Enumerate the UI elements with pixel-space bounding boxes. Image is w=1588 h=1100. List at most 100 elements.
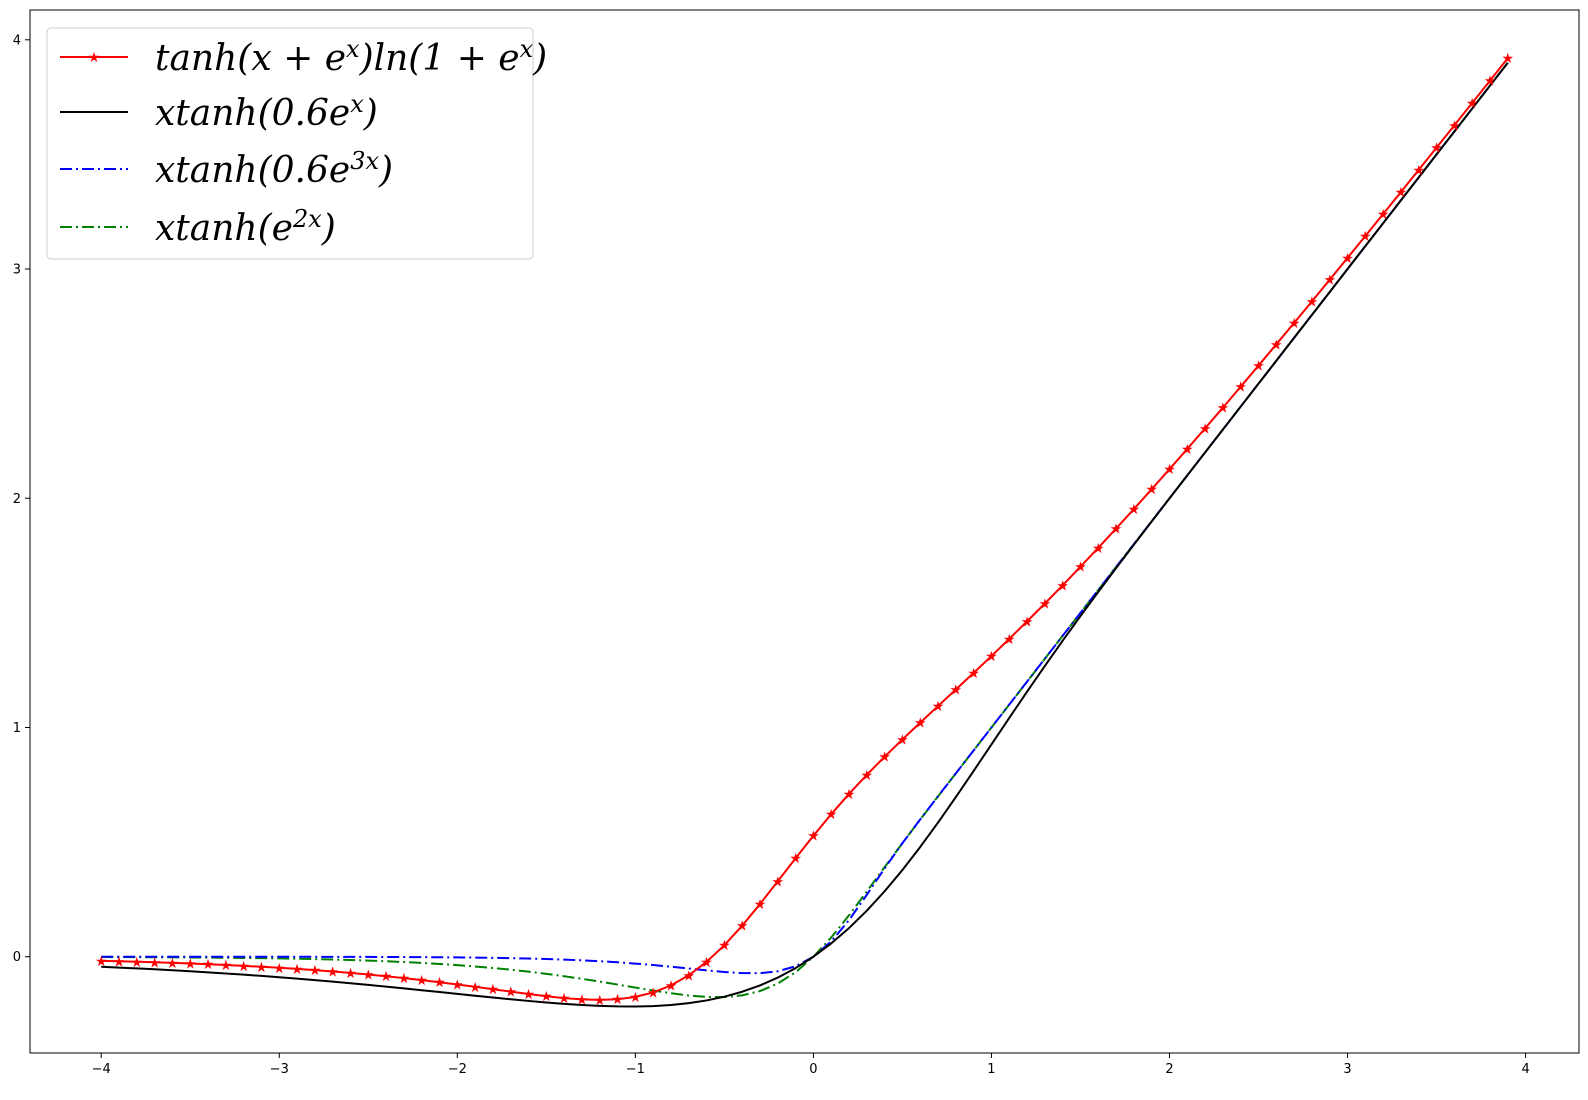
series-1-marker: ★ (540, 989, 553, 1005)
series-1-marker: ★ (1448, 118, 1461, 134)
series-1-marker: ★ (1359, 229, 1372, 245)
x-tick-label: 3 (1343, 1062, 1351, 1077)
series-1-marker: ★ (843, 787, 856, 803)
legend-marker-1: ★ (88, 50, 101, 66)
series-1-marker: ★ (380, 969, 393, 985)
series-1-marker: ★ (220, 958, 233, 974)
legend-label-2: xtanh(0.6ex) (155, 90, 378, 134)
series-1-marker: ★ (665, 978, 678, 994)
series-1-marker: ★ (504, 985, 517, 1001)
series-1-marker: ★ (1003, 632, 1016, 648)
series-1-marker: ★ (487, 982, 500, 998)
tick-layer: −4 −3 −2 −1 0 1 2 3 4 0 1 2 3 4 (13, 33, 1530, 1077)
series-1-marker: ★ (1306, 294, 1319, 310)
series-1-marker: ★ (469, 980, 482, 996)
y-tick-label: 0 (13, 950, 21, 965)
series-1-marker: ★ (985, 649, 998, 665)
series-1-marker: ★ (131, 955, 144, 971)
series-1-marker: ★ (522, 987, 535, 1003)
series-1-marker: ★ (362, 968, 375, 984)
series-1-marker: ★ (202, 957, 215, 973)
series-1-marker: ★ (1163, 462, 1176, 478)
y-tick-label: 3 (13, 263, 21, 278)
plot-frame (29, 9, 1580, 1054)
series-1-marker: ★ (1145, 482, 1158, 498)
series-1-marker: ★ (558, 991, 571, 1007)
series-1-marker: ★ (344, 966, 357, 982)
series-1-marker: ★ (1323, 273, 1336, 289)
series-1-marker: ★ (878, 750, 891, 766)
series-1-marker: ★ (255, 960, 268, 976)
series-1-marker: ★ (914, 716, 927, 732)
legend: ★ tanh(x + ex)ln(1 + ex) xtanh(0.6ex) xt… (46, 27, 547, 260)
series-1-marker: ★ (1412, 163, 1425, 179)
legend-item-4: xtanh(e2x) (60, 205, 336, 249)
series-1-marker: ★ (1430, 141, 1443, 157)
series-1: ★ ★ ★ ★ ★ ★ ★ ★ ★ ★ ★ ★ ★ ★ ★ ★ ★ ★ ★ ★ ★ ★ ★ ★ ★ ★ ★ ★ ★ ★ ★ ★ ★ ★ ★ ★ ★ ★ ★ ★… (95, 51, 1514, 1009)
series-1-marker: ★ (629, 990, 642, 1006)
series-1-marker: ★ (1199, 421, 1212, 437)
series-1-marker: ★ (896, 732, 909, 748)
series-1-marker: ★ (647, 985, 660, 1001)
series-1-marker: ★ (1074, 560, 1087, 576)
series-1-marker: ★ (718, 938, 731, 954)
series-1-marker: ★ (1501, 51, 1514, 67)
series-1-marker: ★ (1181, 442, 1194, 458)
series-1-marker: ★ (1466, 96, 1479, 112)
series-1-marker: ★ (1252, 359, 1265, 375)
series-layer: ★ ★ ★ ★ ★ ★ ★ ★ ★ ★ ★ ★ ★ ★ ★ ★ ★ ★ ★ ★ ★ ★ ★ ★ ★ ★ ★ ★ ★ ★ ★ ★ ★ ★ ★ ★ ★ ★ ★ ★… (95, 51, 1514, 1009)
x-tick-label: 1 (987, 1062, 995, 1077)
series-1-marker: ★ (611, 992, 624, 1008)
series-1-marker: ★ (825, 807, 838, 823)
series-1-marker: ★ (967, 666, 980, 682)
series-1-marker: ★ (1039, 597, 1052, 613)
series-1-marker: ★ (1110, 522, 1123, 538)
y-tick-label: 1 (13, 721, 21, 736)
series-1-marker: ★ (1021, 614, 1034, 630)
series-line-2 (101, 62, 1509, 1008)
series-1-marker: ★ (1395, 185, 1408, 201)
series-1-marker: ★ (861, 768, 874, 784)
legend-label-4: xtanh(e2x) (155, 205, 336, 249)
series-1-marker: ★ (1484, 74, 1497, 90)
series-1-marker: ★ (326, 964, 339, 980)
series-1-marker: ★ (415, 973, 428, 989)
series-1-marker: ★ (1341, 251, 1354, 267)
series-1-marker: ★ (700, 955, 713, 971)
series-1-marker: ★ (1270, 337, 1283, 353)
series-1-marker: ★ (113, 954, 126, 970)
x-tick-label: 4 (1521, 1062, 1529, 1077)
series-1-marker: ★ (576, 992, 589, 1008)
series-1-marker: ★ (451, 977, 464, 993)
x-tick-label: −3 (270, 1062, 289, 1077)
series-2 (101, 62, 1509, 1008)
series-1-marker: ★ (148, 955, 161, 971)
series-1-marker: ★ (682, 968, 695, 984)
series-1-marker: ★ (1217, 401, 1230, 417)
series-1-marker: ★ (754, 897, 767, 913)
series-1-marker: ★ (237, 959, 250, 975)
x-tick-label: −1 (626, 1062, 645, 1077)
series-line-1 (101, 57, 1509, 1001)
legend-label-1: tanh(x + ex)ln(1 + ex) (155, 35, 547, 79)
legend-item-2: xtanh(0.6ex) (60, 90, 378, 134)
y-tick-label: 4 (13, 33, 21, 48)
x-tick-label: 2 (1165, 1062, 1173, 1077)
x-tick-label: 0 (809, 1062, 817, 1077)
series-1-marker: ★ (273, 961, 286, 977)
legend-box (46, 27, 534, 260)
series-1-marker: ★ (184, 957, 197, 973)
series-1-marker: ★ (1092, 541, 1105, 557)
legend-item-1: ★ tanh(x + ex)ln(1 + ex) (60, 35, 547, 79)
x-tick-label: −4 (92, 1062, 111, 1077)
series-1-marker: ★ (309, 963, 322, 979)
series-1-marker: ★ (433, 975, 446, 991)
series-1-marker: ★ (807, 829, 820, 845)
series-1-marker: ★ (950, 683, 963, 699)
series-1-marker: ★ (1056, 578, 1069, 594)
legend-item-3: xtanh(0.6e3x) (60, 147, 393, 191)
series-1-marker: ★ (1128, 502, 1141, 518)
series-1-marker: ★ (1288, 316, 1301, 332)
y-tick-label: 2 (13, 492, 21, 507)
